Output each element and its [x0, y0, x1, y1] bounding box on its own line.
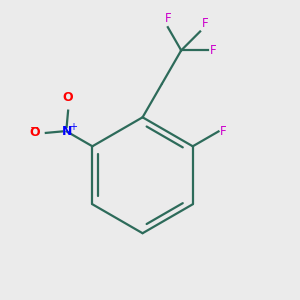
Text: F: F: [202, 17, 208, 30]
Text: N: N: [61, 125, 72, 138]
Text: −: −: [30, 123, 40, 133]
Text: +: +: [69, 122, 77, 132]
Text: F: F: [220, 125, 226, 138]
Text: F: F: [209, 44, 216, 57]
Text: O: O: [63, 91, 74, 104]
Text: F: F: [164, 12, 171, 25]
Text: O: O: [30, 126, 40, 140]
